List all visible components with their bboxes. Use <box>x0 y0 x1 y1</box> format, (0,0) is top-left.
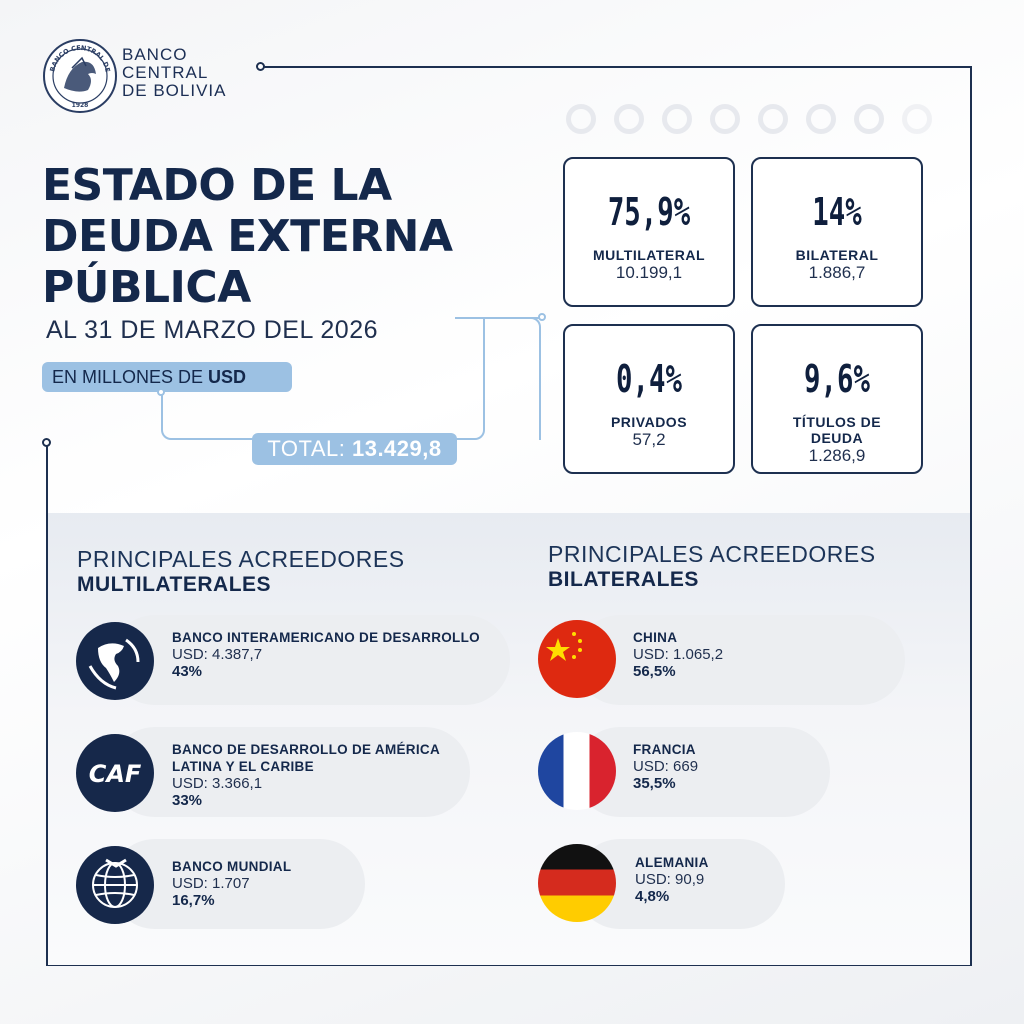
creditor-card-bid <box>110 615 510 705</box>
section-title-strong: MULTILATERALES <box>77 573 272 596</box>
caf-logo-icon: CAF <box>76 734 154 812</box>
creditor-amount: USD: 1.065,2 <box>633 646 724 663</box>
creditor-info: FRANCIA USD: 669 35,5% <box>633 741 698 792</box>
stat-label: PRIVADOS <box>610 414 688 430</box>
total-value: 13.429,8 <box>351 436 442 461</box>
decorative-circles <box>566 104 932 134</box>
stat-value: 1.886,7 <box>808 263 866 282</box>
connector-dot <box>157 388 165 396</box>
creditor-share: 56,5% <box>633 663 676 680</box>
bank-name-line: BANCO <box>122 45 188 64</box>
creditor-amount: USD: 90,9 <box>635 871 705 888</box>
creditor-info: BANCO MUNDIAL USD: 1.707 16,7% <box>172 858 291 909</box>
connector-dot <box>538 313 546 321</box>
section-title-light: PRINCIPALES ACREEDORES <box>77 546 405 572</box>
stat-percent: 0,4% <box>616 357 682 401</box>
frame-right-line <box>970 66 972 966</box>
total-label: TOTAL: <box>267 436 352 461</box>
stat-card-titulos: 9,6% TÍTULOS DE DEUDA 1.286,9 <box>751 324 923 474</box>
creditor-info: ALEMANIA USD: 90,9 4,8% <box>635 854 709 905</box>
decorative-circle <box>614 104 644 134</box>
stat-value: 10.199,1 <box>615 263 683 282</box>
creditor-name: FRANCIA <box>633 742 696 757</box>
stat-percent: 9,6% <box>804 357 870 401</box>
creditor-share: 33% <box>172 792 203 809</box>
bank-name-line: DE BOLIVIA <box>122 81 227 100</box>
decorative-circle <box>758 104 788 134</box>
unit-badge: EN MILLONES DE USD <box>42 362 292 392</box>
creditor-name: BANCO MUNDIAL <box>172 859 292 874</box>
title-line: PÚBLICA <box>42 262 251 313</box>
creditor-amount: USD: 669 <box>633 758 699 775</box>
creditor-share: 4,8% <box>635 888 670 905</box>
germany-flag-icon <box>538 844 616 922</box>
china-flag-icon <box>538 620 616 698</box>
creditor-name: BANCO INTERAMERICANO DE DESARROLLO <box>172 630 480 645</box>
page-title: ESTADO DE LA DEUDA EXTERNA PÚBLICA <box>42 160 512 313</box>
caf-logo-text: CAF <box>89 760 142 788</box>
decorative-circle <box>854 104 884 134</box>
france-flag-icon <box>538 732 616 810</box>
bank-name-line: CENTRAL <box>122 63 209 82</box>
creditor-name: LATINA Y EL CARIBE <box>172 759 314 774</box>
stat-percent: 14% <box>812 190 862 234</box>
creditor-amount: USD: 4.387,7 <box>172 646 263 663</box>
stat-card-multilateral: 75,9% MULTILATERAL 10.199,1 <box>563 157 735 307</box>
multilateral-section-title: PRINCIPALES ACREEDORES MULTILATERALES <box>77 546 405 598</box>
connector-line <box>161 392 257 440</box>
decorative-circle <box>662 104 692 134</box>
decorative-circle <box>902 104 932 134</box>
creditor-card-francia <box>575 727 830 817</box>
section-title-light: PRINCIPALES ACREEDORES <box>548 541 876 567</box>
stat-value: 57,2 <box>632 430 666 449</box>
frame-left-line <box>46 444 48 966</box>
stat-label: TÍTULOS DE DEUDA <box>792 414 882 446</box>
connector-line <box>455 317 485 440</box>
stat-label: BILATERAL <box>795 247 879 263</box>
creditor-name: ALEMANIA <box>635 855 709 870</box>
svg-text:1928: 1928 <box>72 102 89 109</box>
decorative-circle <box>566 104 596 134</box>
stat-value: 1.286,9 <box>808 446 866 465</box>
connector-line <box>483 317 541 319</box>
decorative-circle <box>806 104 836 134</box>
stat-card-bilateral: 14% BILATERAL 1.886,7 <box>751 157 923 307</box>
creditor-card-china <box>575 615 905 705</box>
section-title-strong: BILATERALES <box>548 568 699 591</box>
creditor-name: BANCO DE DESARROLLO DE AMÉRICA <box>172 742 441 757</box>
creditor-share: 35,5% <box>633 775 676 792</box>
creditor-amount: USD: 3.366,1 <box>172 775 263 792</box>
frame-top-line <box>262 66 972 68</box>
frame-left-dot <box>42 438 51 447</box>
title-line: DEUDA EXTERNA <box>42 211 453 262</box>
world-bank-globe-icon <box>76 846 154 924</box>
unit-currency: USD <box>208 367 247 387</box>
unit-prefix: EN MILLONES DE <box>52 367 209 387</box>
stat-label: MULTILATERAL <box>592 247 705 263</box>
creditor-info: BANCO DE DESARROLLO DE AMÉRICA LATINA Y … <box>172 741 440 809</box>
bank-name: BANCO CENTRAL DE BOLIVIA <box>122 46 226 100</box>
stat-percent: 75,9% <box>607 190 691 234</box>
frame-bottom-line <box>46 964 972 966</box>
frame-top-dot <box>256 62 265 71</box>
bilateral-section-title: PRINCIPALES ACREEDORES BILATERALES <box>548 541 876 593</box>
americas-globe-icon <box>76 622 154 700</box>
creditor-info: BANCO INTERAMERICANO DE DESARROLLO USD: … <box>172 629 480 680</box>
stat-card-privados: 0,4% PRIVADOS 57,2 <box>563 324 735 474</box>
creditor-share: 43% <box>172 663 203 680</box>
decorative-circle <box>710 104 740 134</box>
central-bank-seal-icon: BANCO CENTRAL DE BOLIVIA 1928 <box>42 38 117 113</box>
title-line: ESTADO DE LA <box>42 160 392 211</box>
creditor-share: 16,7% <box>172 892 215 909</box>
total-badge: TOTAL: 13.429,8 <box>252 433 457 465</box>
creditor-name: CHINA <box>633 630 678 645</box>
report-date: AL 31 DE MARZO DEL 2026 <box>46 316 379 344</box>
creditor-info: CHINA USD: 1.065,2 56,5% <box>633 629 723 680</box>
creditor-card-caf <box>110 727 470 817</box>
creditor-amount: USD: 1.707 <box>172 875 250 892</box>
